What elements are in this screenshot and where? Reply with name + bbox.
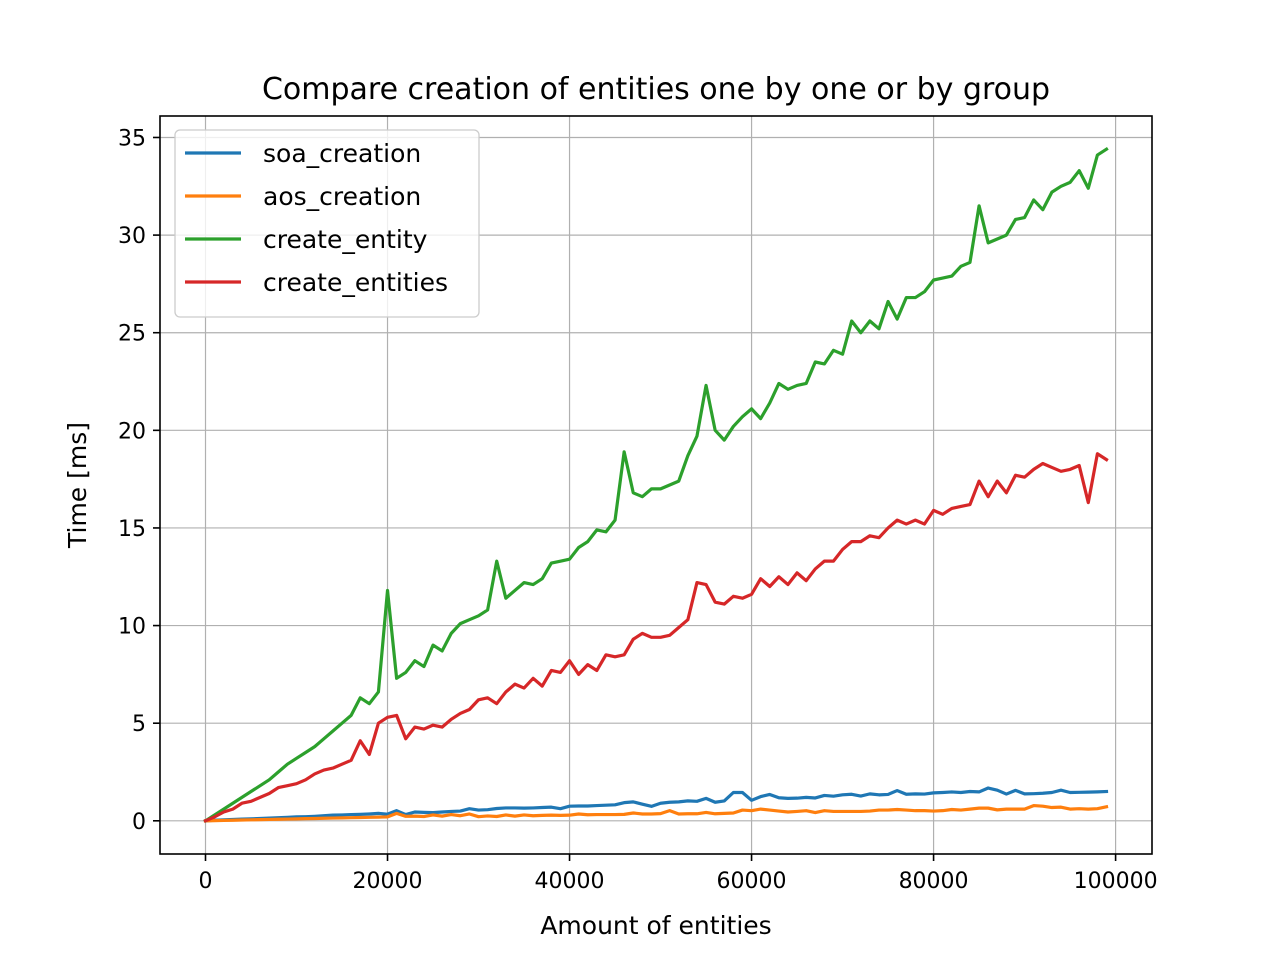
y-tick-label: 25	[118, 322, 146, 347]
legend-label: create_entity	[263, 225, 428, 254]
x-tick-label: 20000	[353, 869, 423, 894]
y-tick-label: 10	[118, 615, 146, 640]
series-lines	[203, 146, 1109, 824]
y-tick-label: 0	[132, 810, 146, 835]
x-tick-label: 80000	[899, 869, 969, 894]
y-tick-label: 15	[118, 517, 146, 542]
legend-label: soa_creation	[263, 139, 421, 168]
grid	[160, 116, 1152, 854]
series-line-create-entity	[203, 146, 1109, 824]
x-tick-label: 60000	[717, 869, 787, 894]
x-axis-label: Amount of entities	[540, 911, 771, 940]
series-line-create-entities	[203, 452, 1109, 823]
y-tick-label: 5	[132, 712, 146, 737]
x-tick-label: 40000	[535, 869, 605, 894]
y-axis-label: Time [ms]	[63, 422, 92, 549]
y-tick-label: 20	[118, 419, 146, 444]
legend-box	[174, 129, 480, 318]
axis-ticks: 0 20000 40000 60000 80000 100000 0 5 10 15 20 25 30 3…	[118, 126, 1158, 894]
series-line-aos-creation	[203, 803, 1109, 823]
x-tick-label: 100000	[1074, 869, 1158, 894]
x-tick-label: 0	[199, 869, 213, 894]
legend-label: create_entities	[263, 268, 448, 297]
legend-label: aos_creation	[263, 182, 421, 211]
chart-title: Compare creation of entities one by one …	[262, 72, 1050, 107]
y-tick-label: 35	[118, 126, 146, 151]
series-line-soa-creation	[203, 786, 1109, 823]
y-tick-label: 30	[118, 224, 146, 249]
legend: soa_creation aos_creation create_entitycre…	[174, 129, 480, 318]
plot-frame	[159, 115, 1153, 855]
